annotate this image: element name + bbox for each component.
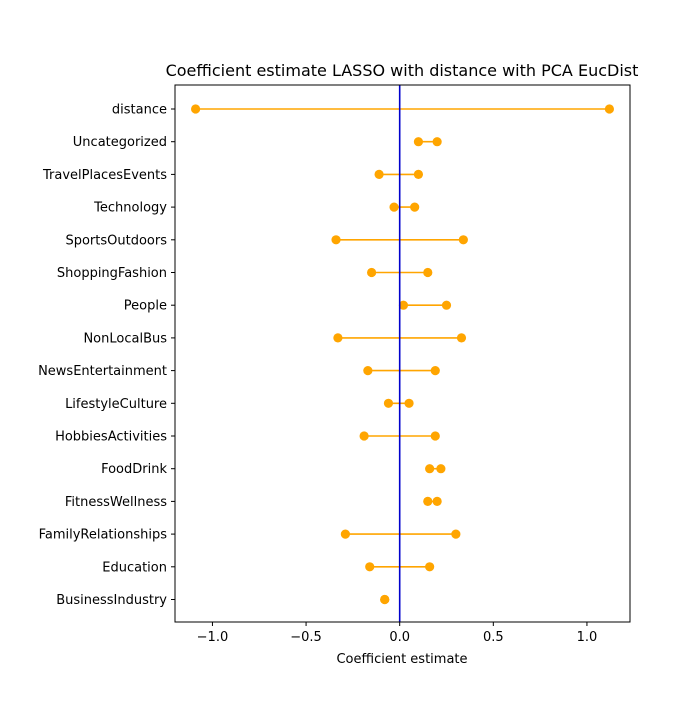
y-tick-label: FamilyRelationships — [39, 528, 168, 543]
interval-low-point — [423, 496, 433, 506]
plot-frame — [174, 84, 631, 623]
axes: −1.0 −0.5 0.0 0.5 1.0 distance Uncategorized Tr… — [38, 84, 631, 645]
interval-high-point — [430, 431, 440, 441]
interval-high-point — [451, 529, 461, 539]
interval-low-point — [398, 300, 409, 310]
y-tick-label: Uncategorized — [73, 135, 167, 150]
interval-high-point — [410, 202, 420, 212]
interval-low-point — [413, 137, 424, 147]
interval-high-point — [425, 562, 435, 572]
y-tick-label: FoodDrink — [101, 462, 167, 477]
y-tick-label: Education — [102, 560, 167, 575]
y-tick-label: FitnessWellness — [65, 495, 167, 510]
interval-high-point — [432, 496, 442, 506]
interval-low-point — [333, 333, 343, 343]
x-tick-label: −0.5 — [290, 630, 322, 645]
interval-low-point — [340, 529, 350, 539]
y-tick-label: ShoppingFashion — [57, 266, 167, 281]
interval-high-point — [604, 104, 615, 114]
x-axis-label: Coefficient estimate — [336, 652, 467, 667]
y-tick-label: SportsOutdoors — [65, 233, 167, 248]
y-tick-label: HobbiesActivities — [55, 430, 167, 445]
interval-low-point — [425, 464, 435, 474]
x-tick-label: 1.0 — [577, 630, 598, 645]
interval-high-point — [458, 235, 468, 245]
y-tick-label: LifestyleCulture — [65, 397, 167, 412]
x-tick-label: 0.0 — [389, 630, 410, 645]
interval-high-point — [404, 398, 414, 408]
interval-high-point — [413, 169, 424, 179]
y-tick-label: distance — [112, 103, 167, 118]
interval-low-point — [374, 169, 384, 179]
interval-low-point — [383, 398, 394, 408]
interval-high-point — [456, 333, 467, 343]
interval-low-point — [367, 267, 377, 278]
y-tick-label: TravelPlacesEvents — [42, 168, 167, 183]
x-tick-label: −1.0 — [197, 630, 229, 645]
plot-area — [190, 85, 615, 622]
interval-high-point — [432, 137, 442, 147]
interval-low-point — [331, 235, 341, 245]
interval-high-point — [436, 464, 446, 474]
y-tick-label: NonLocalBus — [83, 331, 167, 346]
interval-low-point — [365, 562, 375, 572]
chart-title: Coefficient estimate LASSO with distance… — [166, 61, 639, 80]
interval-high-point — [430, 366, 440, 376]
interval-low-point — [363, 366, 373, 376]
y-tick-label: BusinessIndustry — [56, 593, 167, 608]
x-tick-label: 0.5 — [483, 630, 504, 645]
interval-low-point — [389, 202, 399, 212]
interval-high-point — [441, 300, 452, 310]
y-tick-label: Technology — [93, 201, 167, 216]
interval-high-point — [423, 267, 433, 278]
interval-low-point — [190, 104, 201, 114]
interval-low-point — [359, 431, 369, 441]
y-tick-label: NewsEntertainment — [38, 364, 167, 379]
interval-high-point — [380, 594, 390, 605]
y-tick-label: People — [124, 299, 167, 314]
